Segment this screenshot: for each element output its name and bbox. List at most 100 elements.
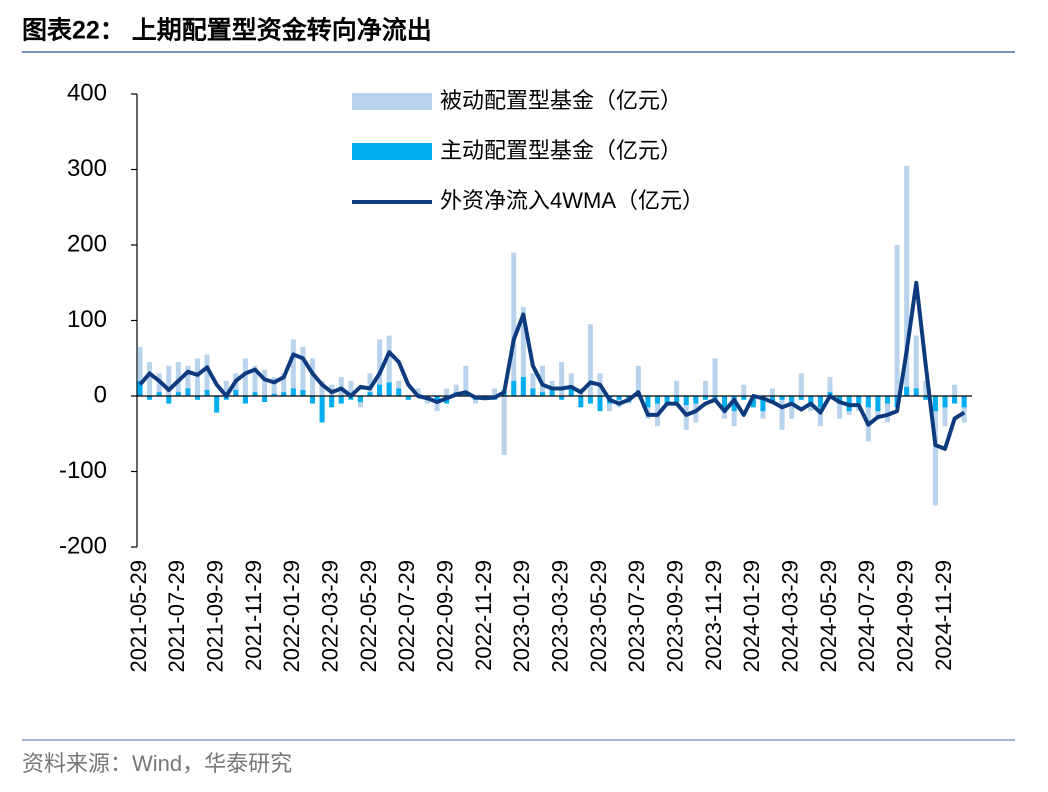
bar xyxy=(396,388,402,396)
x-tick-label: 2021-09-29 xyxy=(202,560,227,673)
bar xyxy=(885,396,890,404)
bar xyxy=(185,365,191,396)
bar xyxy=(827,377,833,396)
bar xyxy=(300,389,306,396)
bar xyxy=(147,396,153,400)
bar xyxy=(367,392,373,396)
bar xyxy=(329,396,335,408)
bar xyxy=(616,396,622,400)
x-tick-label: 2022-03-29 xyxy=(317,560,342,673)
bar xyxy=(242,396,248,404)
bar xyxy=(290,388,296,396)
bar xyxy=(415,388,421,396)
bar xyxy=(635,365,641,396)
bar xyxy=(817,396,823,408)
bar xyxy=(674,396,680,403)
bar xyxy=(530,388,536,396)
x-tick-label: 2021-07-29 xyxy=(164,560,189,673)
bar xyxy=(463,365,469,396)
bar xyxy=(568,373,574,396)
bar xyxy=(511,380,517,396)
bar xyxy=(520,377,526,396)
bar xyxy=(913,388,919,396)
bar xyxy=(904,386,910,396)
bar xyxy=(798,373,804,396)
legend-label: 主动配置型基金（亿元） xyxy=(440,138,682,163)
bar xyxy=(530,373,536,396)
bar xyxy=(549,389,555,396)
bar xyxy=(885,396,890,423)
bar xyxy=(923,396,929,400)
bar xyxy=(693,396,699,404)
bar xyxy=(750,396,756,408)
bar xyxy=(214,396,220,413)
bar xyxy=(463,393,469,396)
x-tick-label: 2024-07-29 xyxy=(854,560,879,673)
bar xyxy=(578,396,584,408)
bar xyxy=(453,384,459,396)
y-tick-label: 0 xyxy=(94,381,107,408)
bar xyxy=(262,396,268,403)
bar xyxy=(300,346,306,396)
x-tick-label: 2022-11-29 xyxy=(471,560,496,671)
bar xyxy=(444,388,450,396)
bar xyxy=(856,396,862,404)
bar xyxy=(166,365,172,396)
bar xyxy=(913,335,919,396)
bar xyxy=(195,396,200,400)
bar xyxy=(137,346,143,396)
bar xyxy=(770,388,775,396)
bar xyxy=(492,388,498,396)
y-tick-label: -200 xyxy=(59,532,107,559)
bar xyxy=(271,393,277,396)
bar xyxy=(559,362,565,396)
y-tick-label: 100 xyxy=(67,306,107,333)
legend-swatch xyxy=(352,93,432,110)
bar xyxy=(520,306,526,396)
bar xyxy=(865,396,871,442)
bar xyxy=(281,392,287,396)
x-tick-label: 2023-03-29 xyxy=(547,560,572,673)
bar xyxy=(760,396,766,412)
bar xyxy=(319,396,325,423)
x-tick-label: 2024-03-29 xyxy=(777,560,802,673)
bar xyxy=(798,396,804,400)
bar xyxy=(156,392,162,396)
x-tick-label: 2021-05-29 xyxy=(126,560,151,673)
bar xyxy=(587,396,593,404)
bar xyxy=(731,396,737,412)
x-tick-label: 2022-05-29 xyxy=(356,560,381,673)
bar xyxy=(348,380,354,396)
bar xyxy=(894,245,900,396)
bar xyxy=(789,396,795,404)
bar xyxy=(357,396,363,403)
bar xyxy=(310,358,315,396)
bar xyxy=(645,396,651,408)
bar xyxy=(233,373,239,396)
bar xyxy=(664,396,670,404)
bar xyxy=(683,396,689,406)
bar xyxy=(779,396,785,430)
bar xyxy=(961,396,967,408)
source-note: 资料来源：Wind，华泰研究 xyxy=(22,751,292,776)
x-tick-label: 2023-11-29 xyxy=(701,560,726,671)
x-tick-label: 2024-01-29 xyxy=(739,560,764,673)
bar xyxy=(156,373,162,396)
bar xyxy=(875,396,881,412)
bar xyxy=(262,369,268,396)
bar xyxy=(587,324,593,396)
bar xyxy=(501,396,507,455)
bar xyxy=(702,396,708,400)
bar xyxy=(271,377,277,396)
bar xyxy=(942,396,948,408)
bar xyxy=(932,396,938,506)
x-tick-label: 2022-01-29 xyxy=(279,560,304,673)
bar xyxy=(233,389,239,396)
y-tick-label: 300 xyxy=(67,155,107,182)
x-tick-label: 2022-07-29 xyxy=(394,560,419,673)
x-tick-label: 2024-11-29 xyxy=(931,560,956,671)
bar xyxy=(702,380,708,396)
bar xyxy=(511,252,517,396)
bar xyxy=(770,396,775,404)
bar xyxy=(290,339,296,396)
